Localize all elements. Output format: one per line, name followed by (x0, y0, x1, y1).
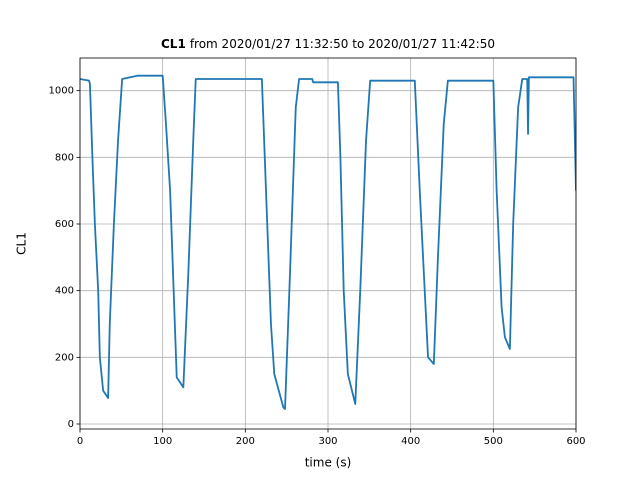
x-tick-label: 300 (318, 436, 337, 447)
axes-frame (79, 57, 577, 430)
y-axis-label: CL1 (15, 232, 29, 255)
x-tick-label: 100 (153, 436, 172, 447)
x-tick-label: 200 (236, 436, 255, 447)
y-tick-label: 800 (55, 152, 74, 163)
y-tick-label: 0 (68, 419, 74, 430)
x-tick-label: 0 (77, 436, 83, 447)
y-tick-label: 400 (55, 286, 74, 297)
chart-title: CL1 from 2020/01/27 11:32:50 to 2020/01/2… (161, 37, 495, 51)
y-tick-label: 600 (55, 219, 74, 230)
x-axis-label: time (s) (305, 456, 352, 470)
series-line (80, 74, 576, 410)
title-part: from 2020/01/27 11:32:50 to 2020/01/27 1… (190, 37, 495, 51)
x-tick-label: 400 (401, 436, 420, 447)
y-tick-label: 200 (55, 352, 74, 363)
x-tick-label: 600 (566, 436, 585, 447)
title-part: CL1 (161, 37, 186, 51)
y-tick-label: 1000 (49, 86, 74, 97)
x-tick-label: 500 (484, 436, 503, 447)
